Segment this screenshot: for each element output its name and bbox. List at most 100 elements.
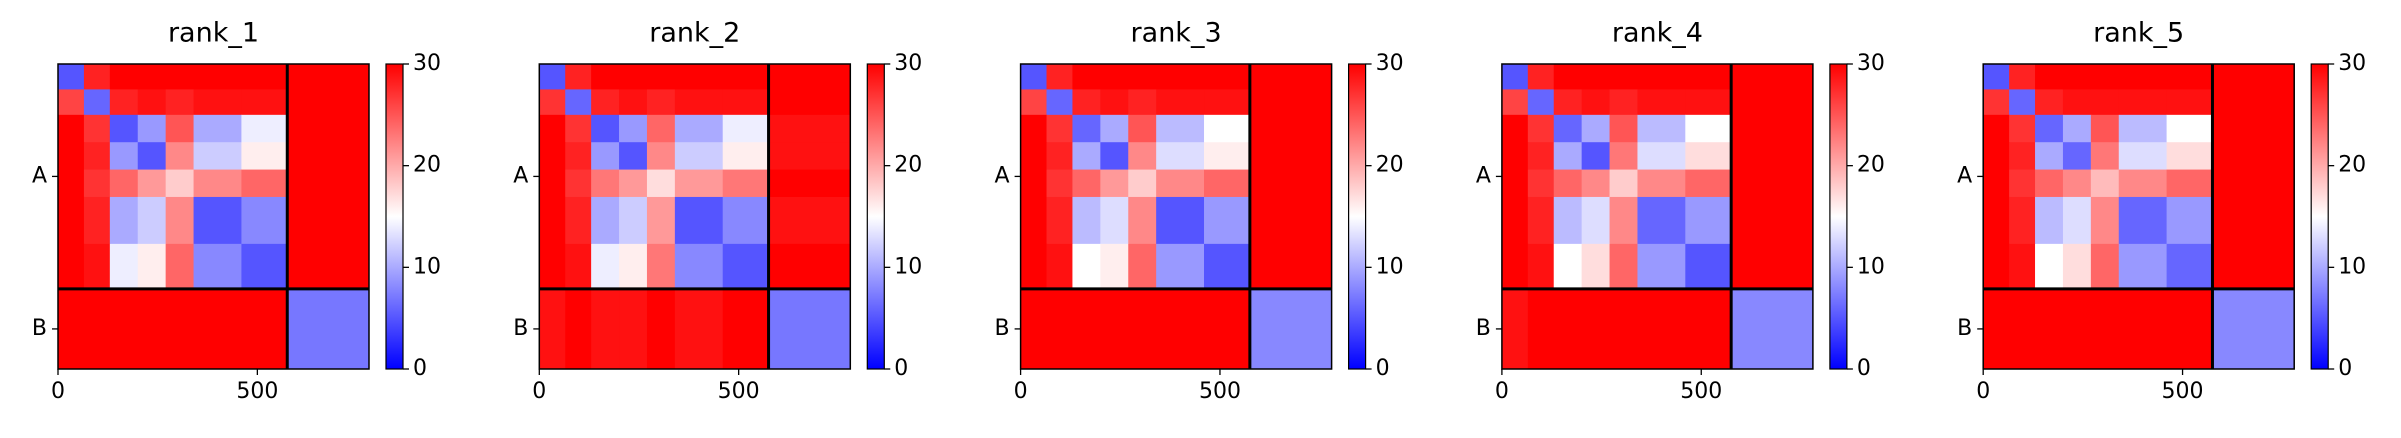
heatmap-cell (165, 169, 195, 198)
heatmap-cell (109, 288, 139, 370)
heatmap-cell (1527, 196, 1555, 245)
heatmap-cell (58, 114, 85, 143)
heatmap-cell (619, 196, 648, 245)
heatmap-cell (241, 114, 288, 143)
heatmap-cell (1128, 196, 1157, 245)
heatmap-cell (193, 114, 242, 143)
heatmap-cell (2062, 142, 2092, 171)
heatmap-cell (1100, 288, 1129, 370)
x-tick-label: 0 (1495, 379, 1509, 404)
heatmap-cell (1527, 288, 1555, 370)
heatmap-cell (565, 142, 592, 171)
heatmap-cell (83, 64, 111, 90)
heatmap-cell (2090, 114, 2120, 143)
heatmap-cell (768, 64, 851, 90)
heatmap-cell (539, 288, 566, 370)
heatmap-cell (2009, 89, 2036, 116)
x-tick-label: 500 (236, 379, 278, 404)
heatmap-cell (2118, 243, 2168, 290)
heatmap-cell (1685, 196, 1732, 245)
heatmap-cell (539, 243, 566, 290)
heatmap-cell (109, 64, 139, 90)
heatmap-cell (287, 89, 370, 116)
heatmap-cell (1637, 142, 1686, 171)
chart-title: rank_2 (649, 18, 740, 49)
heatmap-cell (1637, 64, 1686, 90)
heatmap-cell (1983, 89, 2010, 116)
heatmap-cell (165, 196, 195, 245)
heatmap-cell (1020, 243, 1048, 290)
heatmap-cell (1637, 196, 1686, 245)
heatmap-cell (591, 89, 620, 116)
heatmap-cell (83, 114, 111, 143)
heatmap-cell (2166, 288, 2213, 370)
heatmap-cell (2212, 64, 2295, 90)
heatmap-cell (58, 196, 85, 245)
heatmap-cell (1046, 169, 1073, 198)
heatmap-cell (1501, 142, 1529, 171)
heatmap-cell (539, 114, 566, 143)
heatmap-cell (2166, 114, 2213, 143)
heatmap-cell (1249, 64, 1333, 90)
heatmap-cell (287, 64, 370, 90)
heatmap-cell (674, 288, 724, 370)
x-tick-label: 500 (1680, 379, 1722, 404)
heatmap-cell (2212, 114, 2295, 143)
axes-frame (1019, 63, 1333, 370)
heatmap-cell (165, 288, 195, 370)
heatmap-cell (1553, 142, 1583, 171)
heatmap-cell (58, 288, 85, 370)
heatmap-cell (83, 196, 111, 245)
heatmap-cell (619, 114, 648, 143)
heatmap-cell (2009, 142, 2036, 171)
heatmap-cell (165, 142, 195, 171)
heatmap-cell (646, 243, 676, 290)
heatmap-cell (2090, 64, 2120, 90)
heatmap-cell (1501, 89, 1529, 116)
heatmap-cell (1581, 64, 1611, 90)
y-tick-label: A (32, 163, 47, 188)
heatmap-cell (1156, 169, 1205, 198)
heatmap-cell (1637, 169, 1686, 198)
heatmap-cell (241, 196, 288, 245)
heatmap-cell (1581, 243, 1611, 290)
heatmap-cell (1983, 169, 2010, 198)
heatmap-cell (646, 89, 676, 116)
colorbar-tick-label: 0 (894, 356, 908, 381)
heatmap-cell (1501, 114, 1529, 143)
heatmap-cell (1685, 243, 1732, 290)
heatmap-cell (137, 243, 167, 290)
heatmap-cell (1553, 114, 1583, 143)
heatmap-cell (2118, 64, 2168, 90)
y-tick-label: A (1957, 163, 1972, 188)
heatmap-cell (1501, 196, 1529, 245)
heatmap-cell (1731, 64, 1814, 90)
heatmap-cell (1731, 114, 1814, 143)
heatmap-cell (2166, 243, 2213, 290)
heatmap-cell (2035, 196, 2064, 245)
heatmap-cell (193, 64, 242, 90)
heatmap-cell (165, 243, 195, 290)
heatmap-cell (1609, 196, 1638, 245)
heatmap-cell (1100, 114, 1129, 143)
heatmap-cell (646, 114, 676, 143)
heatmap-cell (1249, 169, 1333, 198)
heatmap-cell (591, 288, 620, 370)
heatmap-cell (1100, 196, 1129, 245)
heatmap-cell (2118, 114, 2168, 143)
heatmap-cell (83, 288, 111, 370)
heatmap-cell (565, 169, 592, 198)
heatmap-cell (539, 89, 566, 116)
heatmap-cell (1527, 243, 1555, 290)
heatmap-cell (241, 142, 288, 171)
colorbar (385, 63, 404, 370)
heatmap-cell (1983, 114, 2010, 143)
heatmap-cell (1983, 64, 2010, 90)
heatmap-cell (1501, 169, 1529, 198)
heatmap-cell (1637, 243, 1686, 290)
heatmap-cell (109, 196, 139, 245)
heatmap-cell (1983, 243, 2010, 290)
heatmap-cell (58, 243, 85, 290)
heatmap-cell (722, 89, 770, 116)
heatmap-cell (287, 142, 370, 171)
